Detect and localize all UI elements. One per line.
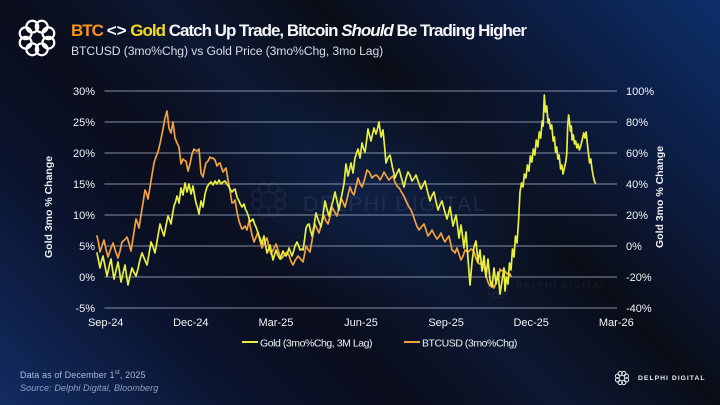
svg-text:40%: 40% [626,179,648,191]
svg-text:DELPHI DIGITAL: DELPHI DIGITAL [303,193,486,216]
svg-text:-5%: -5% [75,303,95,315]
svg-text:-20%: -20% [626,272,652,284]
svg-text:5%: 5% [79,241,95,253]
svg-text:DELPHI DIGITAL: DELPHI DIGITAL [516,280,607,290]
svg-text:Mar-25: Mar-25 [258,317,293,329]
svg-text:20%: 20% [73,148,95,160]
svg-text:Gold 3mo % Change: Gold 3mo % Change [43,156,55,258]
svg-text:20%: 20% [626,210,648,222]
svg-text:BTCUSD (3mo%Chg): BTCUSD (3mo%Chg) [422,338,517,350]
svg-text:Jun-25: Jun-25 [344,317,378,329]
svg-text:Sep-25: Sep-25 [428,317,463,329]
svg-text:30%: 30% [73,86,95,98]
svg-text:Gold (3mo%Chg, 3M Lag): Gold (3mo%Chg, 3M Lag) [260,338,372,350]
svg-text:60%: 60% [626,148,648,160]
svg-text:Sep-24: Sep-24 [88,317,123,329]
svg-text:0%: 0% [79,272,95,284]
svg-text:Gold 3mo % Change: Gold 3mo % Change [654,146,666,248]
svg-text:Dec-25: Dec-25 [513,317,548,329]
svg-text:Mar-26: Mar-26 [599,317,634,329]
svg-text:25%: 25% [73,117,95,129]
svg-text:15%: 15% [73,179,95,191]
svg-text:10%: 10% [73,210,95,222]
svg-text:80%: 80% [626,117,648,129]
svg-text:-40%: -40% [626,303,652,315]
svg-text:0%: 0% [626,241,642,253]
svg-text:100%: 100% [626,86,654,98]
svg-text:Dec-24: Dec-24 [173,317,208,329]
